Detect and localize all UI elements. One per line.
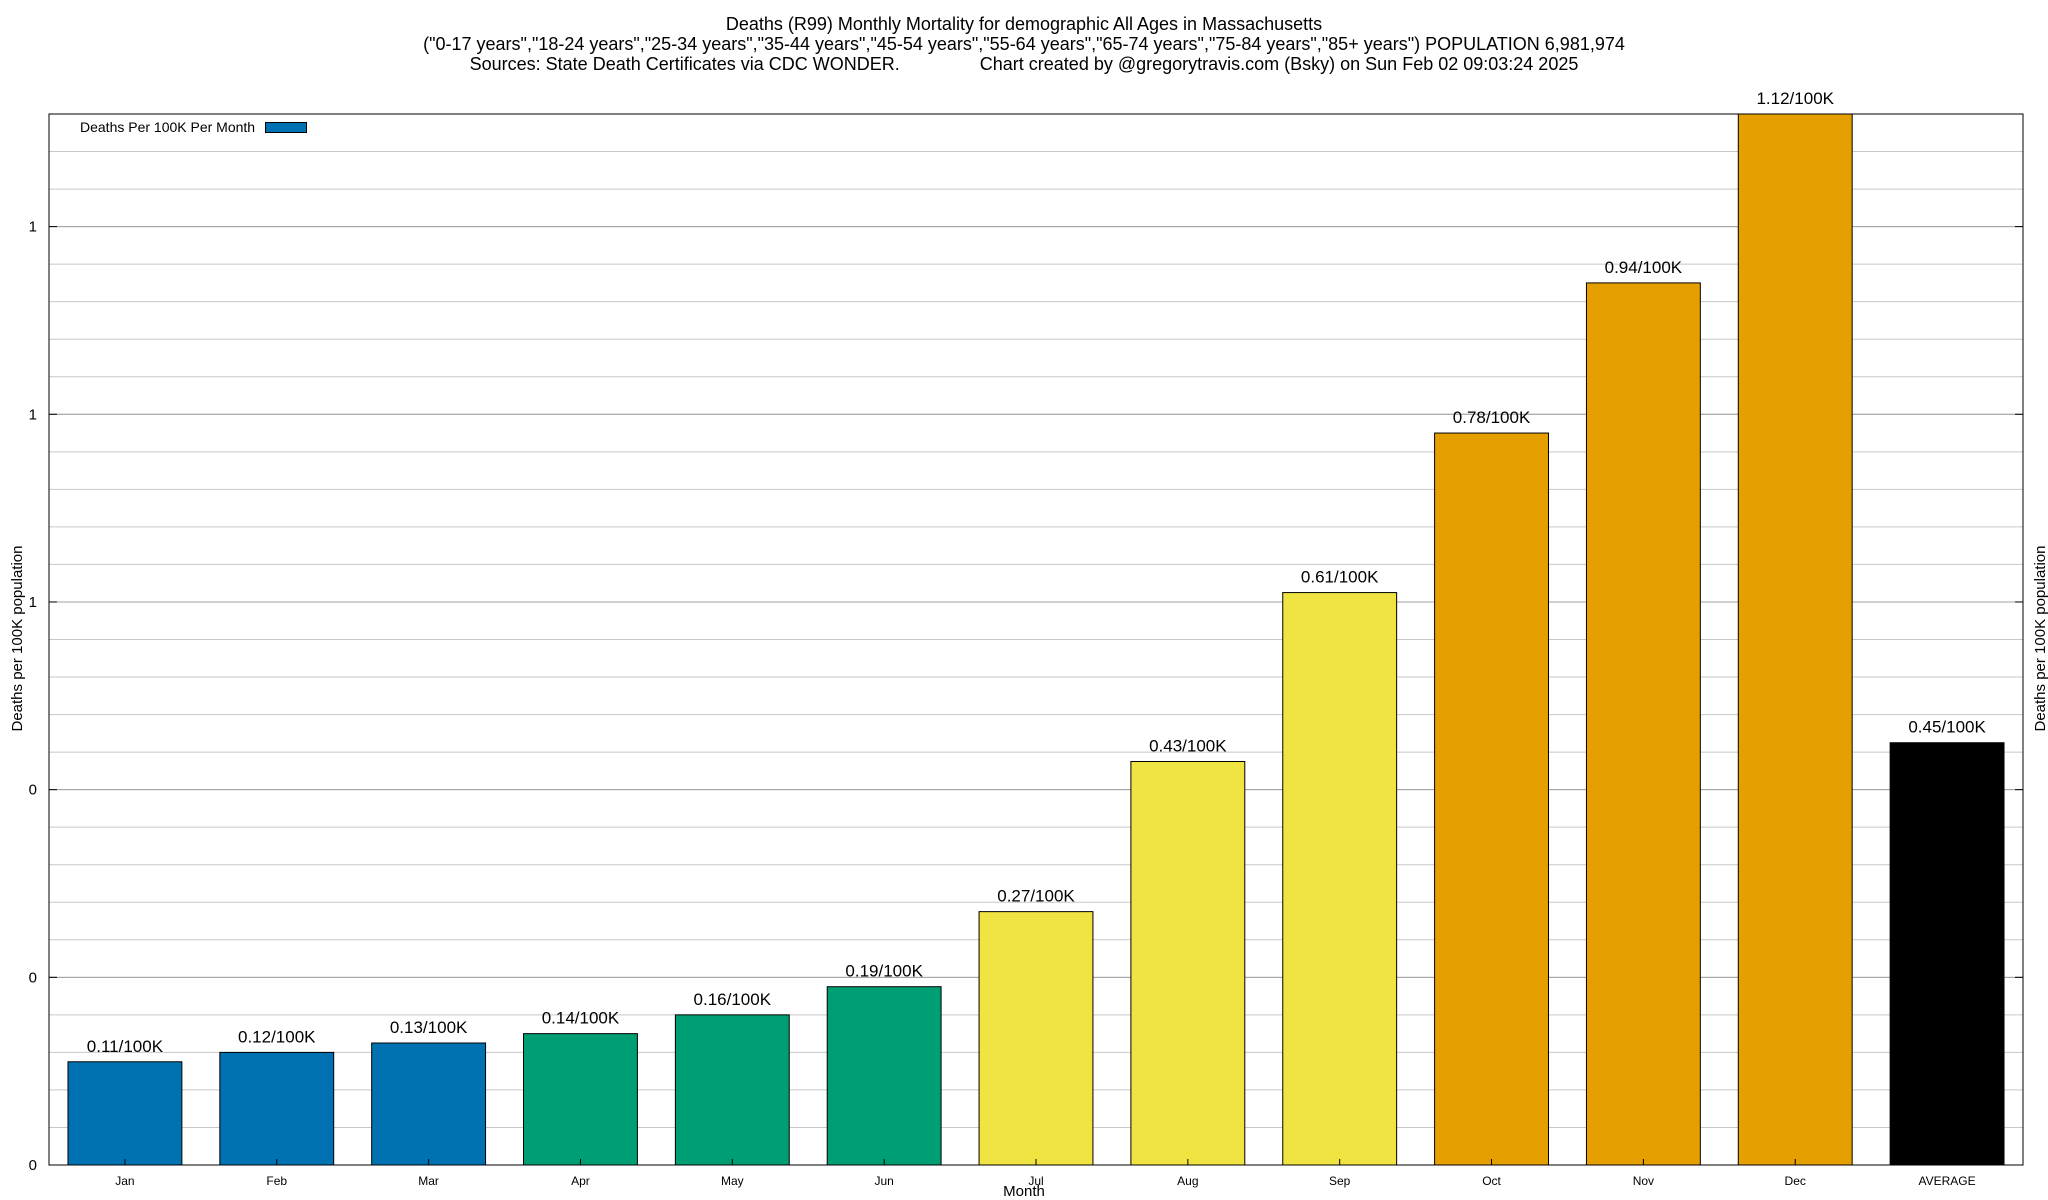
x-tick-label: Jul [1028, 1174, 1043, 1188]
y-tick-label: 1 [29, 219, 37, 236]
bar-data-label: 0.13/100K [390, 1018, 468, 1037]
x-axis-label: Month [1003, 1183, 1045, 1200]
x-tick-label: AVERAGE [1919, 1174, 1976, 1188]
legend: Deaths Per 100K Per Month [80, 119, 308, 135]
bar-data-label: 1.12/100K [1756, 89, 1834, 108]
bar [1130, 760, 1246, 1166]
bar-data-label: 0.14/100K [542, 1009, 620, 1028]
bar-data-label: 0.27/100K [997, 887, 1075, 906]
x-tick-label: Jun [874, 1174, 893, 1188]
bar [219, 1051, 335, 1166]
x-tick-label: Oct [1482, 1174, 1501, 1188]
plot-frame [48, 113, 2024, 1166]
x-tick-label: Jan [115, 1174, 134, 1188]
bar-data-label: 0.61/100K [1301, 568, 1379, 587]
bar [674, 1014, 790, 1166]
bar [1585, 282, 1701, 1166]
bar [1737, 113, 1853, 1166]
x-tick-label: Feb [266, 1174, 287, 1188]
x-tick-label: Nov [1633, 1174, 1654, 1188]
x-tick-label: Mar [418, 1174, 439, 1188]
chart-title-line-1: Deaths (R99) Monthly Mortality for demog… [725, 14, 1323, 34]
bar [1889, 742, 2005, 1166]
x-tick-label: Aug [1177, 1174, 1198, 1188]
bar-data-label: 0.45/100K [1908, 718, 1986, 737]
x-tick-label: Sep [1329, 1174, 1351, 1188]
bar [523, 1033, 638, 1166]
y-tick-label: 0 [29, 969, 37, 986]
bar [371, 1042, 487, 1166]
bar [978, 911, 1094, 1166]
y-tick-label: 1 [29, 594, 37, 611]
y-axis-label-right: Deaths per 100K population [2032, 545, 2048, 732]
bar [1282, 592, 1398, 1166]
chart-title-line-2: ("0-17 years","18-24 years","25-34 years… [423, 34, 1625, 54]
x-tick-label: Dec [1785, 1174, 1806, 1188]
y-tick-label: 0 [29, 1157, 37, 1174]
bar [67, 1061, 183, 1166]
bar [1434, 432, 1549, 1166]
bar-data-label: 0.43/100K [1149, 736, 1227, 755]
x-tick-label: May [721, 1174, 744, 1188]
y-tick-label: 1 [29, 406, 37, 423]
legend-swatch [265, 121, 308, 133]
bar-data-label: 0.16/100K [694, 990, 772, 1009]
legend-label: Deaths Per 100K Per Month [80, 119, 256, 135]
bar [826, 986, 942, 1166]
bar-data-label: 0.78/100K [1453, 408, 1531, 427]
y-axis-label-left: Deaths per 100K population [9, 545, 26, 732]
chart-title-line-3: Sources: State Death Certificates via CD… [469, 54, 1579, 74]
x-tick-label: Apr [571, 1174, 590, 1188]
bar-data-label: 0.12/100K [238, 1027, 316, 1046]
bar-data-label: 0.94/100K [1605, 258, 1683, 277]
y-tick-label: 0 [29, 782, 37, 799]
bar-data-label: 0.11/100K [87, 1037, 164, 1056]
bar-data-label: 0.19/100K [845, 962, 923, 981]
